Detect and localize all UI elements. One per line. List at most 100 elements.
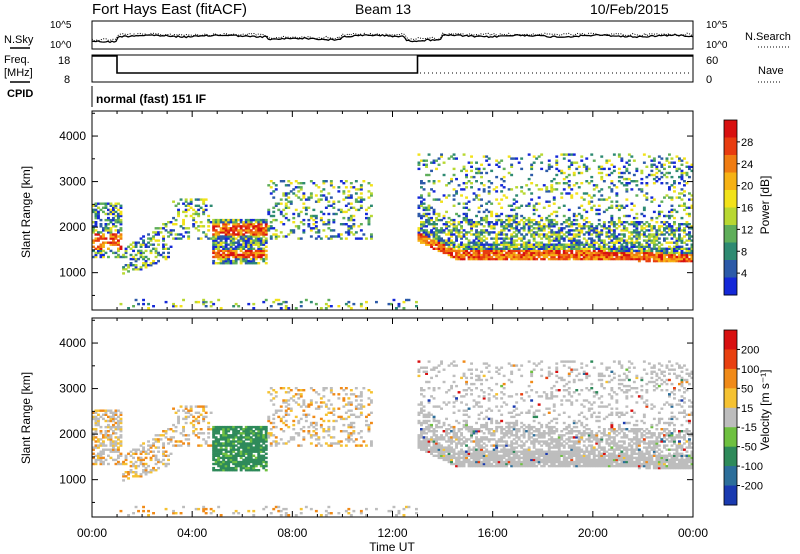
power-cell [602, 167, 606, 171]
power-cell [542, 223, 546, 226]
velocity-cell [204, 507, 208, 511]
velocity-cell [94, 415, 98, 419]
power-cell [612, 221, 616, 224]
velocity-cell [445, 403, 448, 406]
power-cell [167, 235, 170, 238]
velocity-cell [420, 448, 423, 451]
power-cell [162, 255, 165, 259]
velocity-cell [425, 370, 428, 373]
power-cell [440, 231, 443, 234]
power-cell [237, 305, 241, 308]
power-cell [437, 247, 441, 250]
power-cell [585, 257, 589, 261]
velocity-cell [174, 444, 178, 447]
power-cell [602, 257, 606, 261]
power-cell [92, 255, 95, 259]
power-cell [242, 221, 246, 224]
power-cell [630, 239, 634, 242]
power-cell [502, 225, 506, 228]
velocity-cell [229, 454, 233, 457]
power-cell [627, 235, 631, 238]
velocity-cell [332, 407, 336, 410]
velocity-cell [109, 444, 113, 447]
power-cell [670, 259, 674, 263]
power-cell [577, 229, 581, 232]
power-cell [645, 196, 649, 199]
power-cell [450, 239, 453, 242]
power-cell [575, 247, 579, 250]
power-cell [537, 196, 541, 199]
power-cell [329, 235, 333, 238]
power-cell [597, 257, 601, 261]
power-cell [244, 231, 248, 234]
velocity-cell [249, 454, 253, 457]
power-cell [269, 180, 273, 183]
velocity-cell [427, 419, 431, 423]
power-cell [660, 247, 664, 250]
velocity-cell [314, 438, 318, 441]
power-cell [567, 159, 571, 162]
power-cell [485, 208, 489, 212]
power-cell [92, 221, 95, 224]
velocity-cell [357, 415, 361, 419]
power-cell [522, 223, 526, 226]
velocity-cell [102, 456, 105, 460]
velocity-cell [172, 512, 175, 515]
power-cell [685, 253, 689, 257]
velocity-cell [97, 452, 100, 455]
power-cell [620, 206, 624, 209]
velocity-cell [254, 444, 258, 447]
velocity-cell [249, 456, 253, 460]
velocity-cell [457, 430, 461, 433]
power-cell [655, 231, 659, 234]
power-cell [690, 163, 694, 166]
power-cell [177, 237, 180, 240]
power-cell [217, 235, 221, 238]
velocity-cell [229, 450, 233, 453]
power-cell [457, 221, 461, 224]
power-cell [572, 237, 576, 240]
power-cell [612, 253, 616, 257]
velocity-cell [264, 469, 268, 472]
velocity-cell [370, 440, 373, 443]
velocity-cell [447, 436, 451, 439]
velocity-cell [302, 438, 306, 441]
velocity-cell [267, 432, 271, 435]
velocity-cell [284, 419, 288, 423]
power-cell [630, 223, 634, 226]
power-cell [227, 227, 231, 230]
power-cell [112, 212, 115, 216]
velocity-cell [109, 409, 113, 412]
power-cell [422, 206, 426, 209]
power-cell [595, 255, 599, 259]
power-cell [602, 245, 606, 248]
velocity-cell [177, 415, 180, 419]
velocity-cell [234, 466, 238, 470]
velocity-cell [232, 466, 236, 470]
power-cell [490, 257, 494, 261]
power-cell [470, 161, 473, 164]
power-cell [555, 167, 559, 171]
velocity-cell [349, 413, 353, 416]
velocity-cell [202, 438, 206, 441]
power-cell [673, 253, 676, 257]
velocity-cell [167, 454, 170, 457]
power-cell [512, 218, 516, 222]
power-cell [490, 221, 494, 224]
power-cell [370, 235, 373, 238]
power-cell [465, 169, 468, 173]
velocity-cell [257, 458, 261, 462]
power-cell [184, 210, 188, 214]
power-cell [555, 237, 559, 240]
power-cell [502, 167, 506, 171]
velocity-cell [174, 440, 178, 443]
power-cell [139, 255, 143, 259]
power-cell [575, 249, 579, 253]
power-cell [500, 184, 504, 187]
power-cell [497, 233, 501, 236]
power-cell [214, 233, 218, 236]
power-cell [660, 171, 664, 175]
power-cell [585, 255, 589, 259]
power-cell [104, 225, 108, 228]
power-cell [597, 231, 601, 234]
